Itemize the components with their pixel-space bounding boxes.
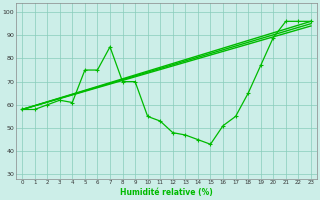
X-axis label: Humidité relative (%): Humidité relative (%) [120, 188, 213, 197]
